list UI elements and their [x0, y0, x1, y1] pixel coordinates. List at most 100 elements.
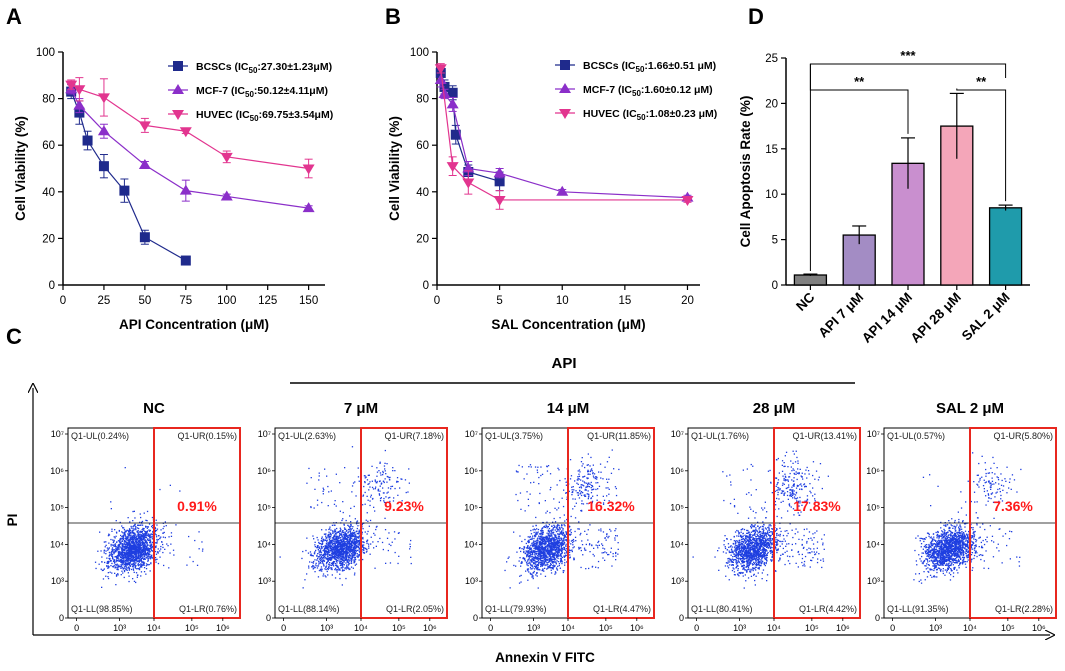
scatter-dot [521, 466, 523, 468]
scatter-dot [352, 551, 354, 553]
scatter-dot [536, 546, 539, 548]
scatter-dot [540, 563, 542, 565]
scatter-dot [330, 557, 333, 560]
scatter-dot [132, 527, 134, 530]
scatter-dot [598, 485, 601, 487]
scatter-dot [333, 561, 335, 564]
scatter-dot [128, 545, 130, 547]
scatter-dot [143, 541, 145, 543]
scatter-dot [386, 537, 389, 539]
scatter-dot [597, 560, 600, 563]
scatter-dot [529, 493, 531, 495]
scatter-dot [515, 565, 517, 567]
scatter-dot [358, 537, 360, 539]
scatter-dot [537, 539, 539, 542]
scatter-dot [355, 558, 357, 561]
scatter-dot [322, 575, 324, 577]
scatter-dot [388, 543, 390, 545]
scatter-dot [345, 538, 347, 541]
scatter-dot [141, 539, 143, 541]
scatter-dot [343, 533, 345, 536]
scatter-dot [564, 534, 566, 537]
scatter-dot [547, 534, 549, 536]
scatter-dot [344, 544, 347, 546]
scatter-dot [376, 480, 378, 483]
scatter-dot [146, 548, 148, 550]
scatter-dot [135, 526, 137, 528]
scatter-dot [385, 473, 387, 475]
scatter-dot [344, 557, 346, 559]
scatter-dot [142, 551, 145, 553]
scatter-dot [357, 532, 359, 535]
scatter-dot [336, 535, 338, 538]
scatter-dot [136, 537, 138, 539]
scatter-dot [143, 543, 146, 545]
scatter-dot [536, 528, 538, 530]
scatter-dot [529, 535, 531, 538]
scatter-dot [345, 533, 347, 535]
scatter-dot [112, 558, 114, 560]
scatter-dot [136, 543, 138, 545]
legend-text: :27.30±1.23μM) [257, 61, 332, 73]
scatter-dot [324, 553, 326, 555]
scatter-dot [532, 525, 534, 527]
scatter-dot [130, 527, 133, 529]
scatter-dot [128, 542, 130, 544]
scatter-dot [354, 540, 356, 543]
scatter-dot [559, 532, 561, 534]
scatter-dot [137, 524, 139, 526]
scatter-dot [537, 560, 540, 562]
scatter-dot [127, 567, 130, 569]
scatter-dot [550, 486, 552, 489]
scatter-dot [531, 544, 534, 547]
scatter-dot [134, 553, 137, 555]
scatter-dot [346, 560, 348, 562]
scatter-dot [353, 544, 356, 546]
scatter-dot [115, 550, 117, 553]
scatter-dot [543, 526, 545, 528]
scatter-dot [139, 554, 142, 556]
scatter-dot [129, 561, 131, 564]
scatter-dot [552, 533, 554, 535]
scatter-dot [130, 525, 132, 528]
scatter-dot [122, 545, 124, 547]
scatter-dot [540, 549, 542, 551]
scatter-dot [128, 546, 130, 548]
scatter-dot [323, 559, 325, 561]
scatter-dot [550, 572, 553, 574]
scatter-dot [133, 551, 136, 554]
scatter-dot [544, 560, 546, 562]
scatter-dot [139, 536, 141, 539]
scatter-dot [157, 562, 160, 565]
scatter-dot [339, 552, 341, 554]
scatter-dot [137, 567, 139, 570]
scatter-dot [527, 536, 529, 538]
scatter-dot [553, 555, 555, 557]
scatter-dot [353, 537, 356, 539]
x-tick-label: 10⁵ [185, 623, 199, 633]
scatter-dot [342, 558, 344, 561]
scatter-dot [541, 531, 543, 533]
scatter-dot [362, 541, 364, 543]
data-point-huvec [179, 127, 192, 138]
scatter-dot [341, 544, 343, 546]
scatter-dot [356, 536, 358, 539]
scatter-dot [109, 553, 111, 555]
scatter-dot [323, 554, 325, 556]
scatter-dot [352, 554, 355, 556]
scatter-dot [156, 538, 158, 541]
scatter-dot [533, 557, 535, 559]
scatter-dot [596, 503, 598, 505]
scatter-dot [351, 485, 354, 487]
scatter-dot [345, 535, 348, 538]
scatter-dot [518, 582, 521, 584]
scatter-dot [362, 504, 364, 506]
scatter-dot [129, 529, 132, 531]
scatter-dot [602, 547, 604, 549]
scatter-dot [149, 540, 152, 542]
scatter-dot [548, 531, 551, 533]
scatter-dot [516, 551, 518, 553]
scatter-dot [201, 550, 204, 552]
scatter-dot [617, 548, 619, 550]
scatter-dot [597, 541, 599, 544]
